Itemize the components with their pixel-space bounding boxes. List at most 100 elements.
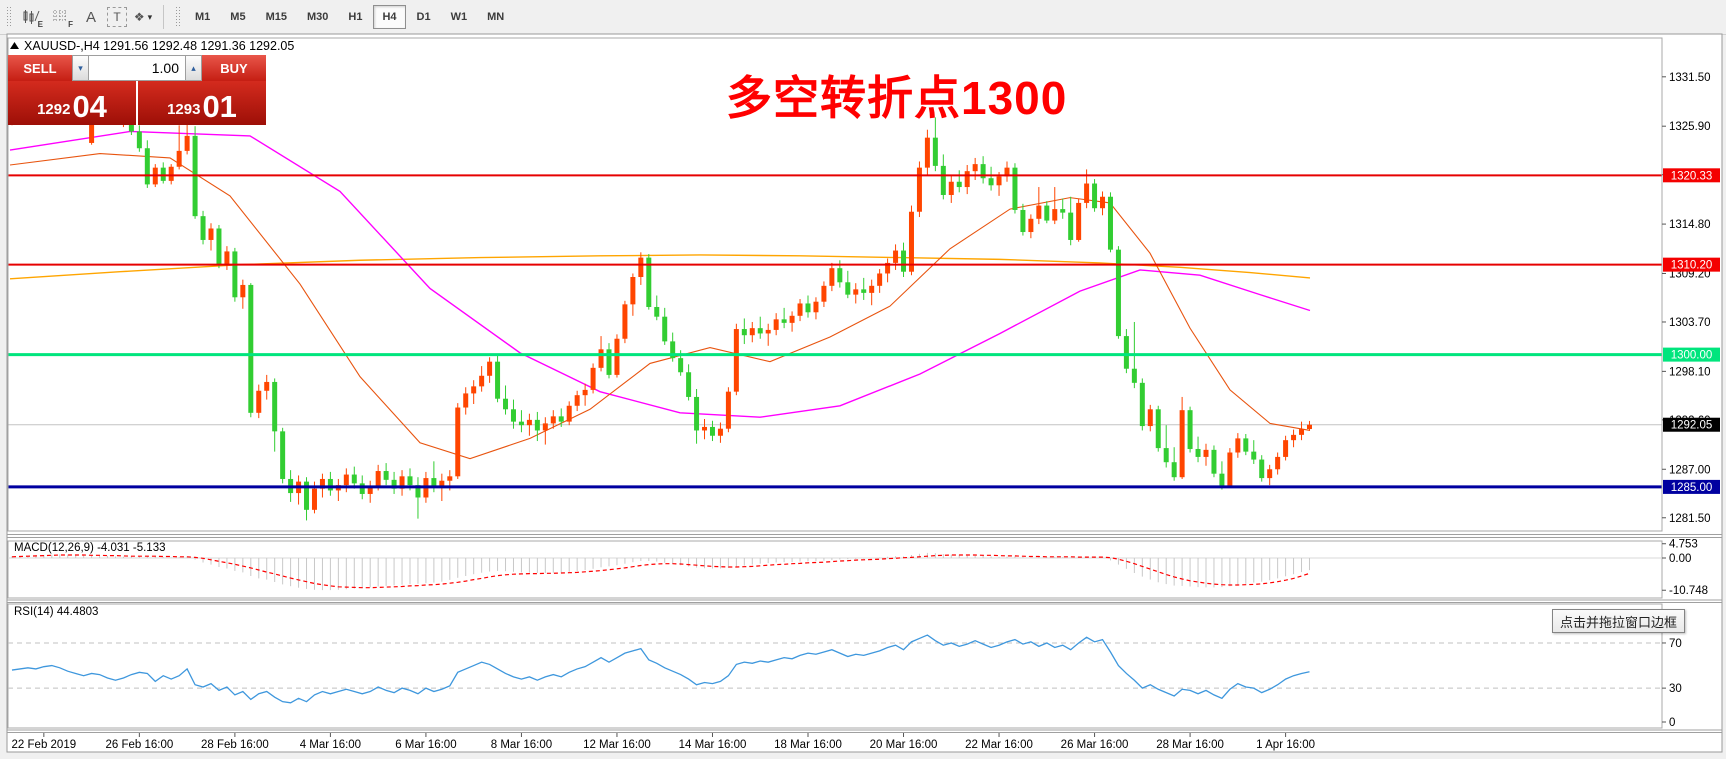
candle-body	[447, 476, 453, 481]
candle-body	[1044, 205, 1050, 221]
candle-body	[614, 338, 620, 375]
candle-body	[932, 137, 938, 166]
candle-body	[479, 375, 485, 387]
candle-body	[1219, 473, 1225, 487]
resize-tooltip: 点击并拖拉窗口边框	[1552, 609, 1686, 633]
candle-body	[272, 381, 278, 432]
candle-body	[598, 349, 604, 368]
timeframe-button-m1[interactable]: M1	[195, 11, 211, 23]
timeframe-button-d1[interactable]: D1	[416, 11, 431, 23]
candle-body	[1036, 205, 1042, 219]
candle-body	[367, 486, 373, 494]
candle-body	[901, 250, 907, 272]
price-tick-label: 1287.00	[1669, 464, 1711, 476]
price-tick-label: 1331.50	[1669, 72, 1711, 84]
rsi-tick-label: 30	[1669, 683, 1682, 695]
candle-body	[837, 268, 843, 283]
main-plot-frame	[7, 37, 1663, 532]
candle-body	[1155, 409, 1161, 449]
candle-body	[749, 328, 755, 336]
date-tick-label: 12 Mar 16:00	[583, 739, 651, 751]
candle-body	[208, 228, 214, 240]
candle-body	[1179, 410, 1185, 478]
candle-body	[606, 349, 612, 375]
ask-price-small: 1293	[167, 101, 201, 118]
symbol-ohlc-header: XAUUSD-,H4 1291.56 1292.48 1291.36 1292.…	[24, 39, 294, 53]
bid-quote-button[interactable]: 1292 04	[8, 81, 136, 125]
candle-body	[1060, 209, 1066, 213]
ask-quote-button[interactable]: 1293 01	[138, 81, 266, 125]
date-tick-label: 28 Feb 16:00	[201, 739, 269, 751]
candle-body	[1004, 167, 1010, 177]
candle-body	[821, 285, 827, 302]
candle-body	[797, 303, 803, 316]
price-tick-label: 1314.80	[1669, 219, 1711, 231]
macd-tick-label: 4.753	[1669, 539, 1698, 551]
buy-button[interactable]: BUY	[202, 55, 266, 81]
candle-body	[1100, 196, 1106, 209]
price-badge-label: 1320.33	[1671, 170, 1713, 182]
candle-body	[176, 150, 182, 167]
candle-body	[1068, 212, 1074, 240]
candle-body	[869, 285, 875, 293]
candle-body	[702, 426, 708, 431]
candle-body	[248, 284, 254, 413]
candle-body	[741, 329, 747, 336]
date-tick-label: 18 Mar 16:00	[774, 739, 842, 751]
objects-dropdown-icon[interactable]: ❖ ▾	[129, 4, 157, 30]
ask-price-big: 01	[202, 89, 237, 124]
candle-body	[853, 289, 859, 295]
date-tick-label: 22 Feb 2019	[12, 739, 77, 751]
timeframe-button-m30[interactable]: M30	[306, 11, 329, 23]
timeframe-button-h1[interactable]: H1	[348, 11, 363, 23]
candle-body	[526, 419, 532, 426]
candle-body	[1243, 438, 1249, 452]
candle-body	[885, 262, 891, 274]
candle-body	[407, 476, 413, 486]
candle-chart-icon[interactable]: E	[17, 4, 45, 30]
toolbar-drag-handle[interactable]	[6, 6, 13, 28]
macd-signal-line	[11, 554, 1310, 589]
price-badge-label: 1292.05	[1671, 420, 1713, 432]
date-tick-label: 1 Apr 16:00	[1256, 739, 1315, 751]
timeframe-button-h4[interactable]: H4	[373, 5, 406, 29]
candle-body	[216, 228, 222, 265]
candle-body	[495, 361, 501, 399]
candle-body	[375, 471, 381, 487]
timeframe-button-mn[interactable]: MN	[487, 11, 505, 23]
candle-body	[845, 282, 851, 295]
grid-icon[interactable]: F	[47, 4, 75, 30]
sell-button[interactable]: SELL	[8, 55, 72, 81]
candle-body	[622, 304, 628, 339]
candle-body	[717, 428, 723, 436]
candle-body	[590, 367, 596, 390]
text-label-icon[interactable]: A	[85, 8, 96, 26]
text-box-icon[interactable]: T	[107, 7, 127, 27]
candle-body	[463, 393, 469, 408]
toolbar-drag-handle[interactable]	[175, 6, 182, 28]
candle-body	[510, 409, 516, 422]
volume-input[interactable]	[89, 55, 185, 81]
chart-text-annotation[interactable]: 多空转折点1300	[726, 72, 1068, 124]
rsi-panel	[7, 603, 1663, 729]
candle-body	[709, 426, 715, 436]
candle-body	[1020, 209, 1026, 233]
volume-spin-down-button[interactable]: ▾	[72, 55, 89, 81]
timeframe-button-m5[interactable]: M5	[230, 11, 246, 23]
candle-body	[327, 478, 333, 491]
date-tick-label: 26 Mar 16:00	[1061, 739, 1129, 751]
one-click-trade-panel: SELL ▾ ▴ BUY 1292 04 1293 01	[8, 55, 266, 125]
candle-body	[805, 303, 811, 313]
candle-body	[1171, 462, 1177, 478]
candle-body	[757, 328, 763, 334]
candle-body	[200, 216, 206, 240]
volume-spin-up-button[interactable]: ▴	[185, 55, 202, 81]
candle-body	[646, 257, 652, 307]
date-tick-label: 4 Mar 16:00	[300, 739, 361, 751]
timeframe-button-w1[interactable]: W1	[450, 11, 468, 23]
macd-tick-label: -10.748	[1669, 585, 1708, 597]
price-tick-label: 1298.10	[1669, 366, 1711, 378]
timeframe-button-m15[interactable]: M15	[265, 11, 287, 23]
price-badge	[1663, 479, 1720, 494]
